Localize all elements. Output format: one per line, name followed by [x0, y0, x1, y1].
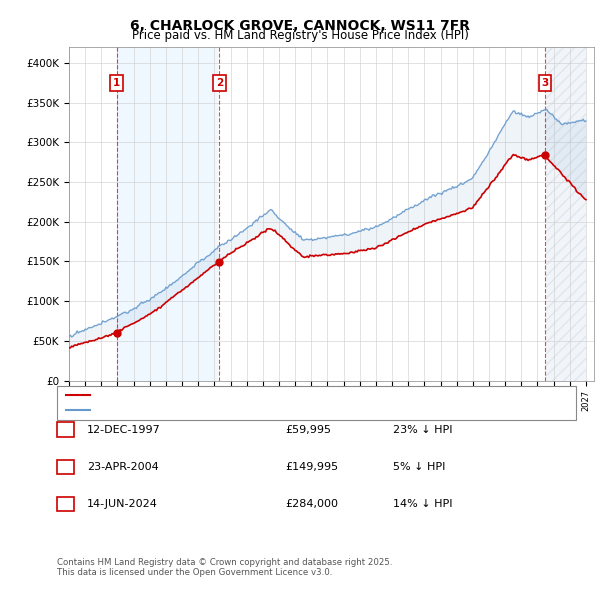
Text: £149,995: £149,995 [285, 462, 338, 471]
Text: 12-DEC-1997: 12-DEC-1997 [87, 425, 161, 434]
Text: 6, CHARLOCK GROVE, CANNOCK, WS11 7FR (detached house): 6, CHARLOCK GROVE, CANNOCK, WS11 7FR (de… [95, 391, 419, 401]
Text: 5% ↓ HPI: 5% ↓ HPI [393, 462, 445, 471]
Text: 2: 2 [62, 462, 69, 471]
Text: 23% ↓ HPI: 23% ↓ HPI [393, 425, 452, 434]
Text: 3: 3 [62, 499, 69, 509]
Text: 23-APR-2004: 23-APR-2004 [87, 462, 159, 471]
Text: 2: 2 [216, 78, 223, 88]
Text: Contains HM Land Registry data © Crown copyright and database right 2025.
This d: Contains HM Land Registry data © Crown c… [57, 558, 392, 577]
Text: 6, CHARLOCK GROVE, CANNOCK, WS11 7FR: 6, CHARLOCK GROVE, CANNOCK, WS11 7FR [130, 19, 470, 33]
Text: HPI: Average price, detached house, Cannock Chase: HPI: Average price, detached house, Cann… [95, 405, 368, 415]
Text: 1: 1 [62, 425, 69, 434]
Text: £284,000: £284,000 [285, 499, 338, 509]
Text: 1: 1 [113, 78, 120, 88]
Text: 14% ↓ HPI: 14% ↓ HPI [393, 499, 452, 509]
Text: £59,995: £59,995 [285, 425, 331, 434]
Text: 14-JUN-2024: 14-JUN-2024 [87, 499, 158, 509]
Text: Price paid vs. HM Land Registry's House Price Index (HPI): Price paid vs. HM Land Registry's House … [131, 30, 469, 42]
Text: 3: 3 [541, 78, 548, 88]
